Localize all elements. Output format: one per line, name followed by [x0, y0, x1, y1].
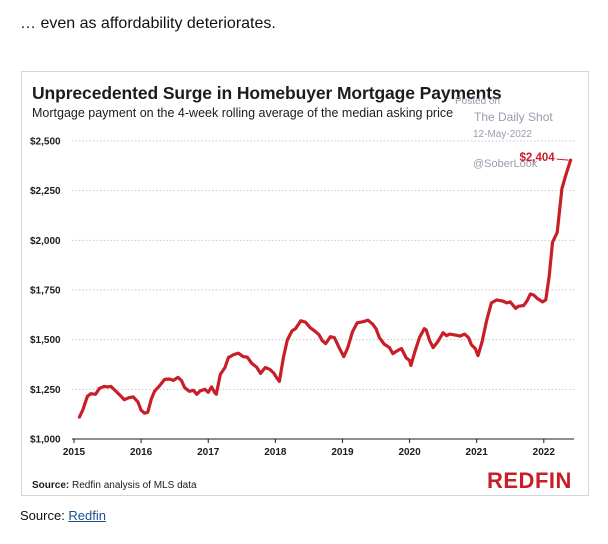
watermark-source: The Daily Shot [474, 110, 553, 124]
x-tick-label: 2017 [197, 447, 220, 458]
redfin-source-link[interactable]: Redfin [68, 508, 106, 523]
caption-top: … even as affordability deteriorates. [20, 15, 276, 32]
chart-source: Source: Redfin analysis of MLS data [32, 480, 197, 491]
chart-source-text: Redfin analysis of MLS data [72, 480, 197, 491]
x-tick-label: 2018 [264, 447, 287, 458]
caption-source-prefix: Source: [20, 508, 69, 523]
y-tick-label: $2,500 [30, 137, 61, 148]
y-tick-label: $1,750 [30, 286, 61, 297]
x-tick-label: 2015 [63, 447, 86, 458]
series-line [77, 158, 573, 419]
x-tick-label: 2022 [533, 447, 556, 458]
line-chart: $1,000 $1,250 $1,500 $1,750 $2,000 $2,250 $2,5… [30, 137, 574, 458]
chart-card: Unprecedented Surge in Homebuyer Mortgag… [21, 71, 589, 496]
x-tick-label: 2020 [398, 447, 421, 458]
y-tick-label: $2,000 [30, 236, 61, 247]
chart-subtitle: Mortgage payment on the 4-week rolling a… [32, 106, 454, 120]
watermark-date: 12-May-2022 [473, 129, 532, 140]
watermark-posted: Posted on [455, 96, 501, 107]
x-tick-label: 2019 [331, 447, 354, 458]
chart-title: Unprecedented Surge in Homebuyer Mortgag… [32, 83, 502, 103]
redfin-logo: REDFIN [487, 468, 572, 493]
x-tick-label: 2021 [466, 447, 489, 458]
end-label-leader [556, 158, 569, 161]
caption-bottom: Source: Redfin [20, 508, 106, 523]
x-tick-label: 2016 [130, 447, 153, 458]
y-tick-label: $1,500 [30, 335, 61, 346]
watermark-handle: @SoberLook [473, 158, 538, 170]
end-value-label: $2,404 [519, 152, 555, 164]
y-tick-label: $1,250 [30, 385, 61, 396]
y-tick-label: $1,000 [30, 435, 61, 446]
chart-source-label: Source: [32, 480, 70, 491]
y-tick-label: $2,250 [30, 186, 61, 197]
